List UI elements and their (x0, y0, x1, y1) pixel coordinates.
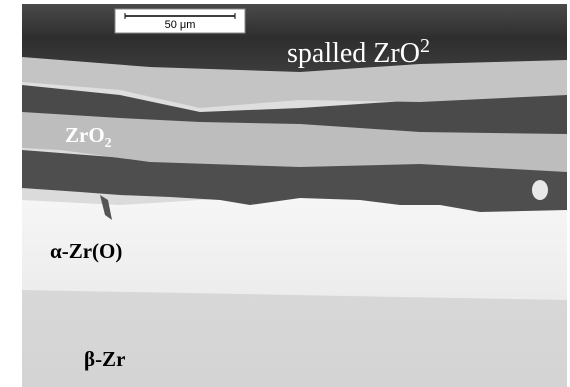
layer-label: β-Zr (84, 347, 125, 371)
label-superscript: 2 (420, 35, 430, 57)
label-text: spalled ZrO (287, 38, 420, 69)
label-text: ZrO (65, 123, 105, 147)
layer-label: α-Zr(O) (50, 239, 122, 263)
layer-label: ZrO2 (65, 123, 112, 151)
scale-bar-label: 50 μm (165, 19, 196, 31)
layer-label: spalled ZrO2 (287, 35, 430, 69)
label-subscript: 2 (105, 136, 112, 151)
micrograph: 50 μm spalled ZrO2 ZrO2 α-Zr(O) β-Zr (0, 0, 570, 387)
scale-bar: 50 μm (115, 9, 245, 33)
